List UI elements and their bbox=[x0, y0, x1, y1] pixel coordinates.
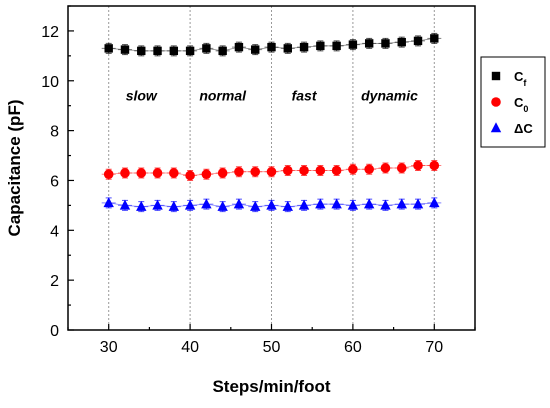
y-tick-label-10: 10 bbox=[41, 74, 59, 91]
series-0-point-11 bbox=[283, 44, 292, 53]
series-1-point-3 bbox=[152, 168, 163, 178]
series-0-point-19 bbox=[413, 36, 423, 46]
series-1-point-5 bbox=[185, 170, 195, 181]
x-tick-label-60: 60 bbox=[344, 339, 362, 356]
x-axis-ticks: 30 40 50 60 70 bbox=[67, 324, 476, 356]
x-tick-label-70: 70 bbox=[425, 339, 443, 356]
series-1-point-16 bbox=[364, 164, 374, 175]
series-0-point-3 bbox=[153, 46, 162, 56]
series-0-point-9 bbox=[251, 45, 260, 54]
series-1-point-18 bbox=[396, 163, 407, 173]
x-tick-label-30: 30 bbox=[100, 339, 118, 356]
series-2-point-4 bbox=[168, 200, 180, 211]
y-tick-label-6: 6 bbox=[50, 173, 59, 190]
legend-marker-2 bbox=[490, 122, 502, 133]
series-0-point-6 bbox=[202, 44, 211, 53]
legend-box bbox=[480, 56, 546, 148]
series-1 bbox=[101, 160, 442, 181]
series-0-point-8 bbox=[234, 42, 244, 52]
legend-marker-0 bbox=[491, 71, 501, 81]
series-2-point-14 bbox=[331, 198, 342, 209]
series-1-point-14 bbox=[331, 165, 342, 176]
series-1-point-17 bbox=[380, 163, 391, 173]
series-0-point-12 bbox=[299, 42, 309, 52]
series-0-point-2 bbox=[137, 46, 146, 56]
region-label-normal: normal bbox=[199, 88, 247, 104]
region-label-fast: fast bbox=[292, 88, 318, 104]
series-1-point-7 bbox=[217, 168, 228, 178]
series-0-point-13 bbox=[316, 41, 325, 51]
legend-label-subscript-1: 0 bbox=[523, 104, 528, 114]
series-1-point-19 bbox=[413, 160, 423, 171]
legend-label-subscript-0: f bbox=[523, 78, 527, 88]
series-2 bbox=[101, 197, 442, 213]
series-2-point-12 bbox=[298, 199, 310, 210]
series-2-point-11 bbox=[282, 200, 293, 211]
series-2-point-15 bbox=[347, 199, 359, 210]
y-tick-label-12: 12 bbox=[41, 24, 59, 41]
series-1-point-8 bbox=[234, 166, 244, 177]
series-0-point-15 bbox=[348, 40, 358, 49]
series-2-point-10 bbox=[266, 199, 277, 210]
y-tick-label-8: 8 bbox=[50, 124, 59, 141]
region-label-dynamic: dynamic bbox=[361, 88, 418, 104]
series-1-point-12 bbox=[299, 165, 309, 176]
series-2-point-20 bbox=[429, 197, 440, 208]
series-2-point-6 bbox=[201, 198, 212, 209]
series-1-point-15 bbox=[348, 164, 358, 175]
y-tick-label-4: 4 bbox=[50, 223, 59, 240]
legend-marker-1 bbox=[491, 97, 501, 107]
data-series bbox=[101, 32, 442, 213]
series-0-point-5 bbox=[185, 46, 195, 56]
y-axis-title: Capacitance (pF) bbox=[5, 100, 24, 237]
x-axis-title: Steps/min/foot bbox=[212, 377, 330, 396]
series-0-point-17 bbox=[381, 39, 390, 48]
series-0-point-4 bbox=[169, 46, 179, 56]
series-1-point-20 bbox=[429, 160, 440, 171]
series-1-point-6 bbox=[201, 169, 212, 180]
series-1-point-4 bbox=[169, 168, 179, 178]
series-0-point-0 bbox=[104, 44, 113, 53]
y-tick-label-2: 2 bbox=[50, 273, 59, 290]
series-2-point-7 bbox=[217, 200, 228, 211]
series-2-point-13 bbox=[315, 198, 326, 209]
series-0-point-7 bbox=[218, 46, 227, 56]
x-tick-label-50: 50 bbox=[263, 339, 281, 356]
series-2-point-2 bbox=[136, 200, 147, 211]
series-1-point-10 bbox=[266, 166, 277, 177]
series-1-point-11 bbox=[282, 165, 293, 176]
series-2-point-18 bbox=[396, 198, 407, 209]
series-0-point-10 bbox=[267, 42, 276, 52]
legend-label-2: ΔC bbox=[514, 121, 533, 136]
y-axis-ticks: 0 2 4 6 8 10 12 bbox=[41, 5, 74, 340]
region-label-slow: slow bbox=[126, 88, 158, 104]
x-tick-label-40: 40 bbox=[181, 339, 199, 356]
series-0-point-18 bbox=[397, 37, 406, 47]
series-1-point-13 bbox=[315, 165, 326, 176]
series-2-point-16 bbox=[363, 198, 375, 209]
series-2-point-17 bbox=[380, 199, 391, 210]
series-2-point-8 bbox=[233, 198, 245, 209]
series-0-point-16 bbox=[364, 39, 374, 48]
series-0-point-14 bbox=[332, 41, 341, 51]
series-0 bbox=[101, 32, 442, 57]
y-tick-label-0: 0 bbox=[50, 323, 59, 340]
series-1-point-0 bbox=[103, 169, 114, 180]
series-2-point-19 bbox=[412, 198, 424, 209]
series-1-point-1 bbox=[120, 168, 130, 178]
series-1-point-9 bbox=[250, 166, 261, 177]
series-2-point-9 bbox=[250, 200, 261, 211]
series-1-point-2 bbox=[136, 168, 147, 178]
series-2-point-5 bbox=[184, 199, 196, 210]
series-0-point-20 bbox=[430, 34, 439, 43]
series-2-point-0 bbox=[103, 197, 114, 208]
series-2-point-3 bbox=[152, 199, 163, 210]
region-labels: slow normal fast dynamic bbox=[126, 88, 418, 104]
series-2-point-1 bbox=[119, 199, 131, 210]
series-0-point-1 bbox=[120, 45, 130, 54]
